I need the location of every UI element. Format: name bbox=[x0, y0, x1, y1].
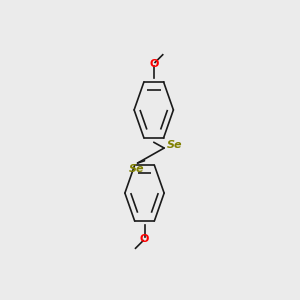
Text: Se: Se bbox=[128, 164, 144, 174]
Text: O: O bbox=[149, 59, 158, 69]
Text: O: O bbox=[140, 234, 149, 244]
Text: Se: Se bbox=[167, 140, 182, 150]
